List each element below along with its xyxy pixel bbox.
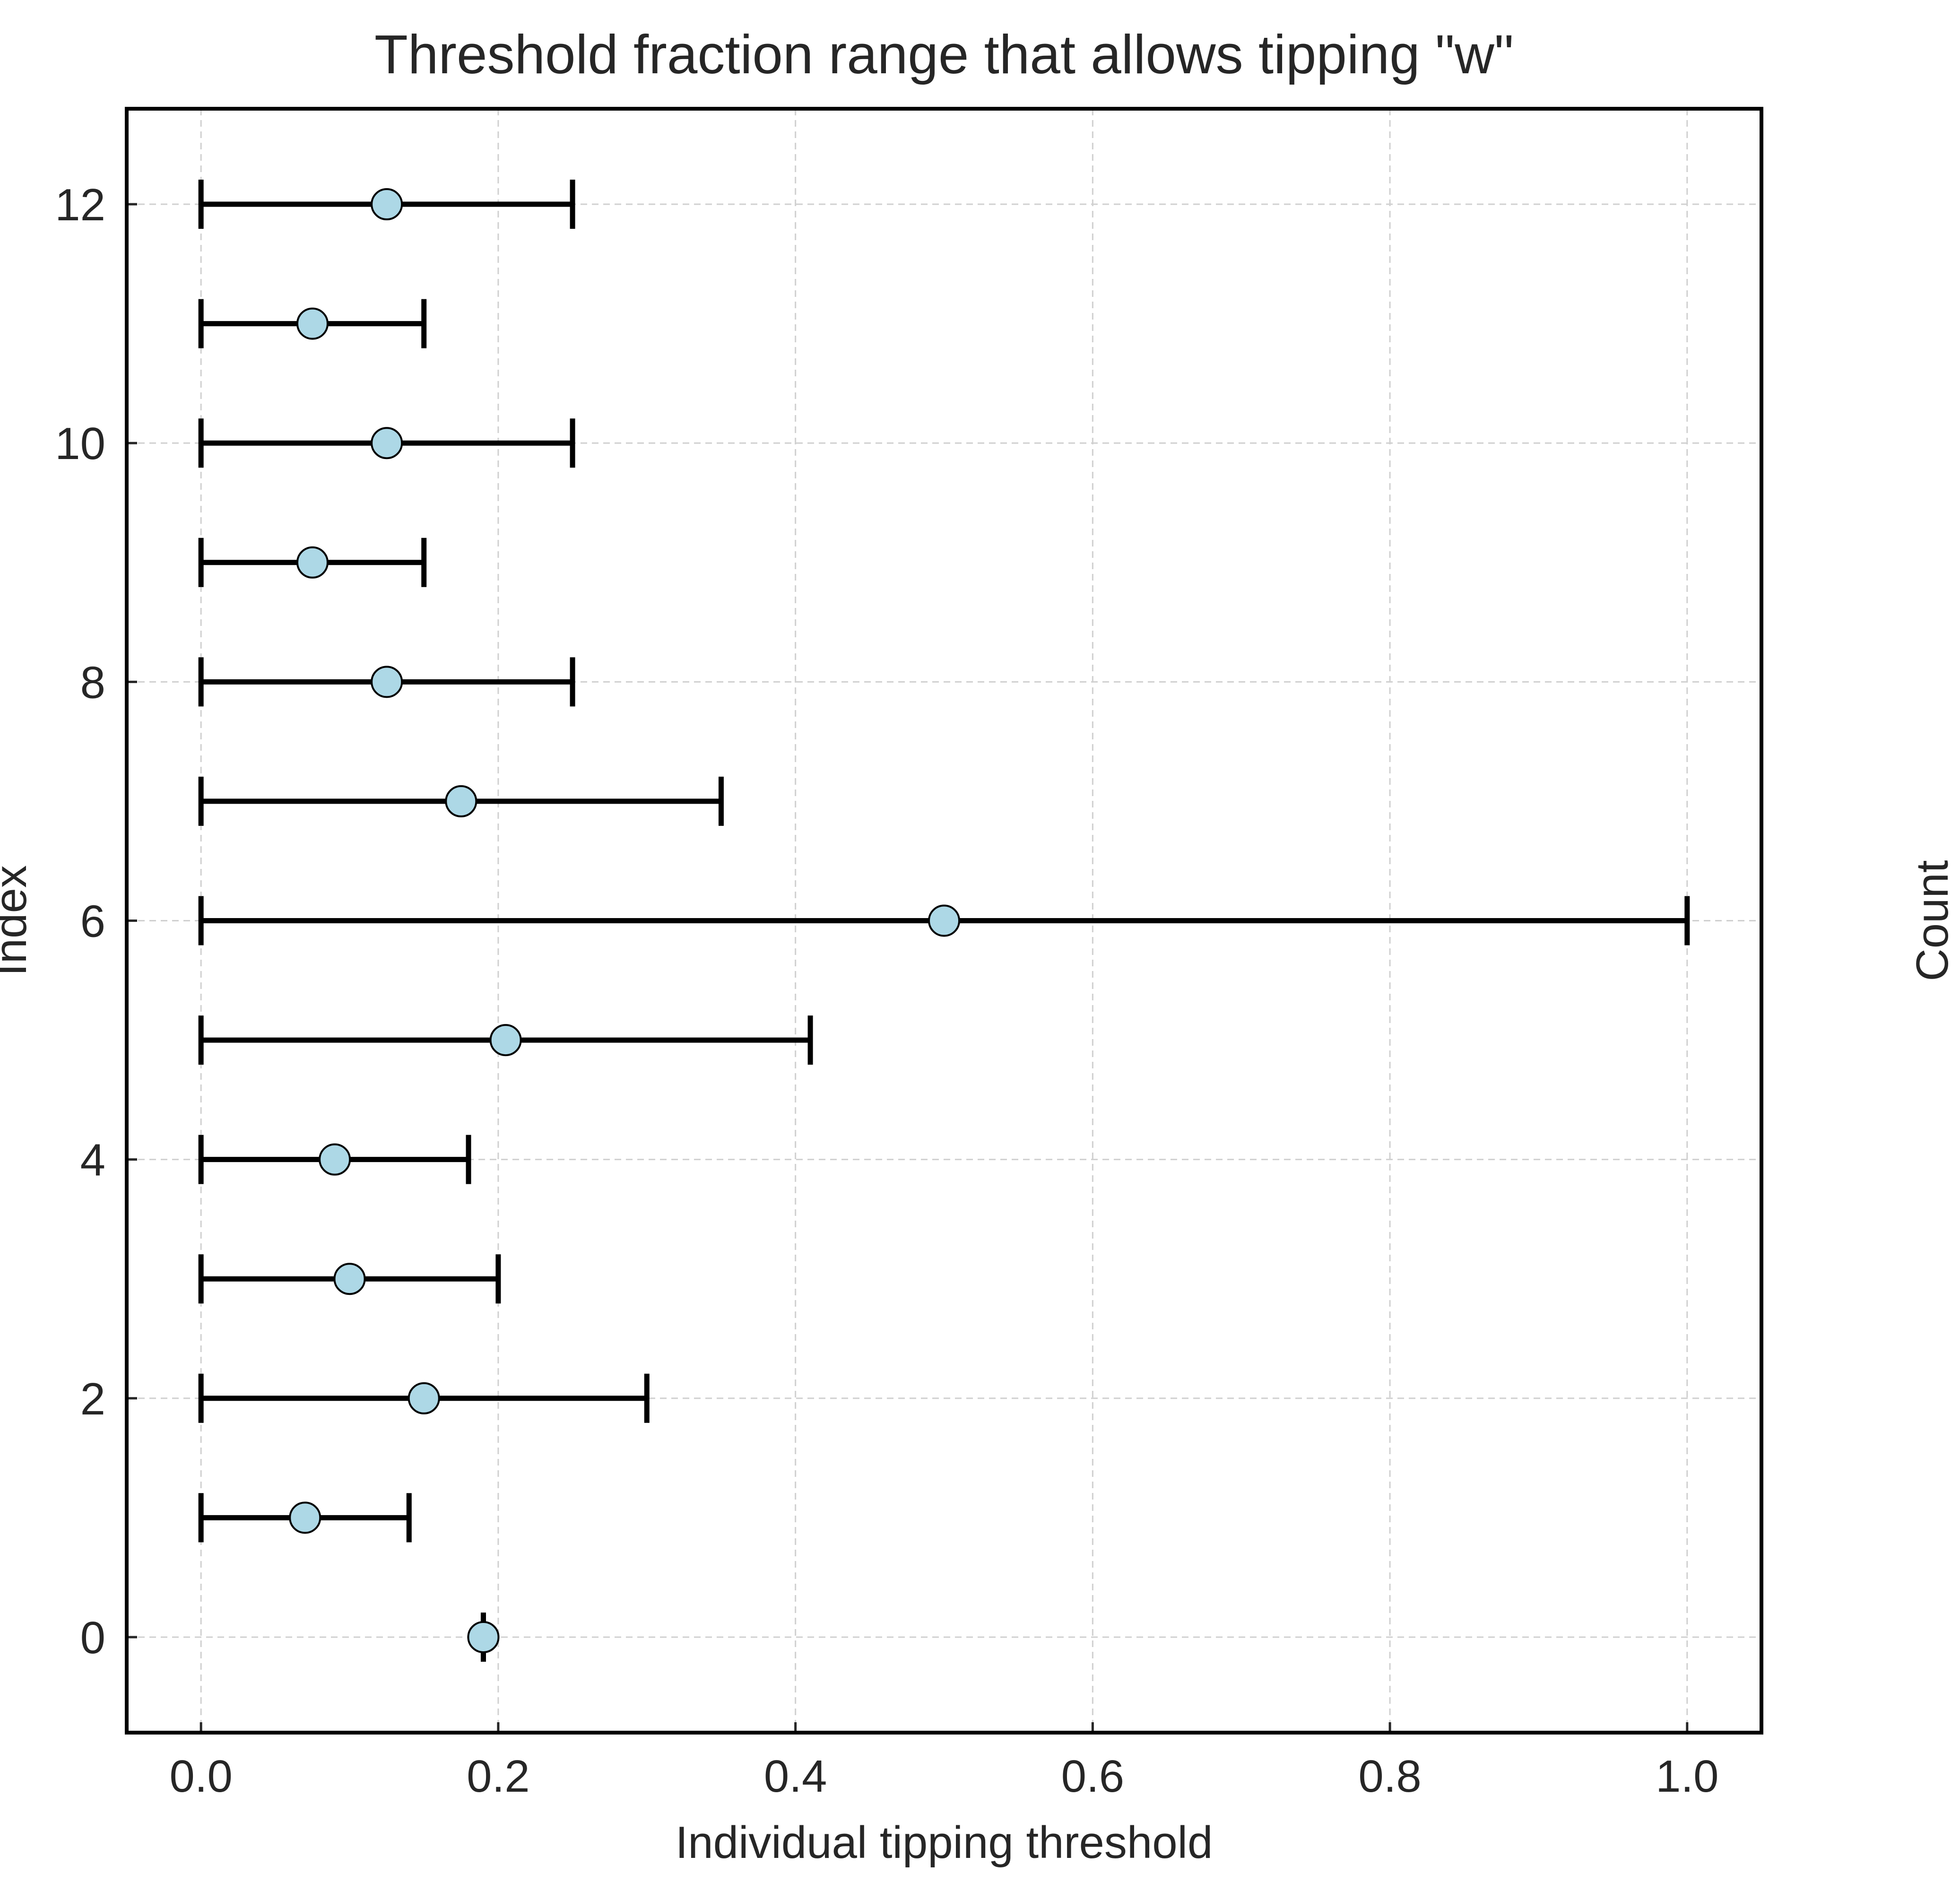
data-point <box>928 904 960 937</box>
data-point <box>371 427 403 460</box>
data-point <box>289 1501 321 1534</box>
data-point <box>371 188 403 221</box>
chart-title: Threshold fraction range that allows tip… <box>374 24 1514 85</box>
y-tick-label: 10 <box>55 418 105 469</box>
data-point <box>371 666 403 698</box>
x-tick-label: 0.4 <box>764 1751 827 1802</box>
x-tick-label: 0.2 <box>467 1751 529 1802</box>
y-tick-label: 0 <box>80 1613 105 1663</box>
data-point <box>489 1024 522 1057</box>
y-axis-title: Index <box>0 865 36 976</box>
x-tick-label: 0.6 <box>1061 1751 1124 1802</box>
x-tick-label: 0.0 <box>169 1751 232 1802</box>
y-tick-label: 2 <box>80 1374 105 1424</box>
data-points <box>289 188 960 1653</box>
y-tick-label: 4 <box>80 1135 105 1186</box>
data-point <box>296 307 329 340</box>
data-point <box>408 1382 440 1414</box>
x-axis-title: Individual tipping threshold <box>676 1817 1213 1868</box>
data-point <box>467 1621 500 1653</box>
plot-frame <box>125 107 1763 1735</box>
data-point <box>296 546 329 579</box>
x-tick-label: 0.8 <box>1358 1751 1421 1802</box>
data-point <box>445 785 477 817</box>
data-point <box>319 1143 351 1176</box>
x-tick-label: 1.0 <box>1656 1751 1718 1802</box>
tick-labels: 0.0 0.2 0.4 0.6 0.8 1.0 0 2 4 6 8 10 12 <box>55 180 1718 1802</box>
right-axis-title: Count <box>1907 860 1958 981</box>
y-tick-label: 6 <box>80 896 105 947</box>
axis-ticks <box>127 203 1689 1733</box>
y-tick-label: 12 <box>55 180 105 230</box>
data-point <box>333 1263 366 1295</box>
y-tick-label: 8 <box>80 657 105 708</box>
